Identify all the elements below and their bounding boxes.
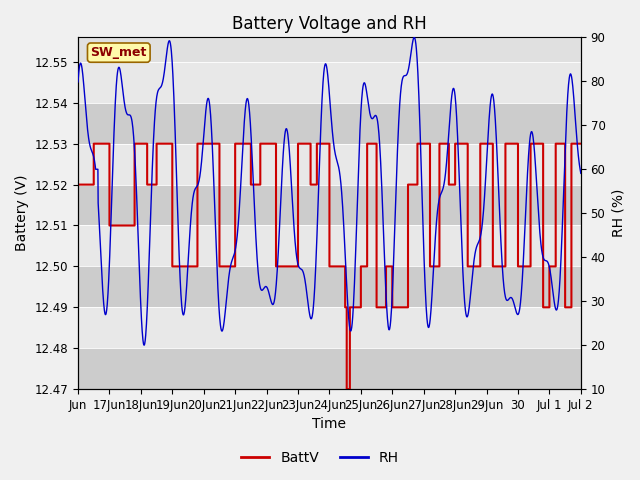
Y-axis label: Battery (V): Battery (V) bbox=[15, 175, 29, 252]
X-axis label: Time: Time bbox=[312, 418, 346, 432]
Bar bbox=[78, 307, 581, 348]
Bar bbox=[78, 266, 581, 307]
Bar bbox=[78, 62, 581, 103]
Text: SW_met: SW_met bbox=[91, 46, 147, 59]
Bar bbox=[78, 144, 581, 185]
Legend: BattV, RH: BattV, RH bbox=[236, 445, 404, 471]
Y-axis label: RH (%): RH (%) bbox=[611, 189, 625, 238]
Title: Battery Voltage and RH: Battery Voltage and RH bbox=[232, 15, 427, 33]
Bar bbox=[78, 103, 581, 144]
Bar bbox=[78, 226, 581, 266]
Bar bbox=[78, 185, 581, 226]
Bar bbox=[78, 348, 581, 389]
